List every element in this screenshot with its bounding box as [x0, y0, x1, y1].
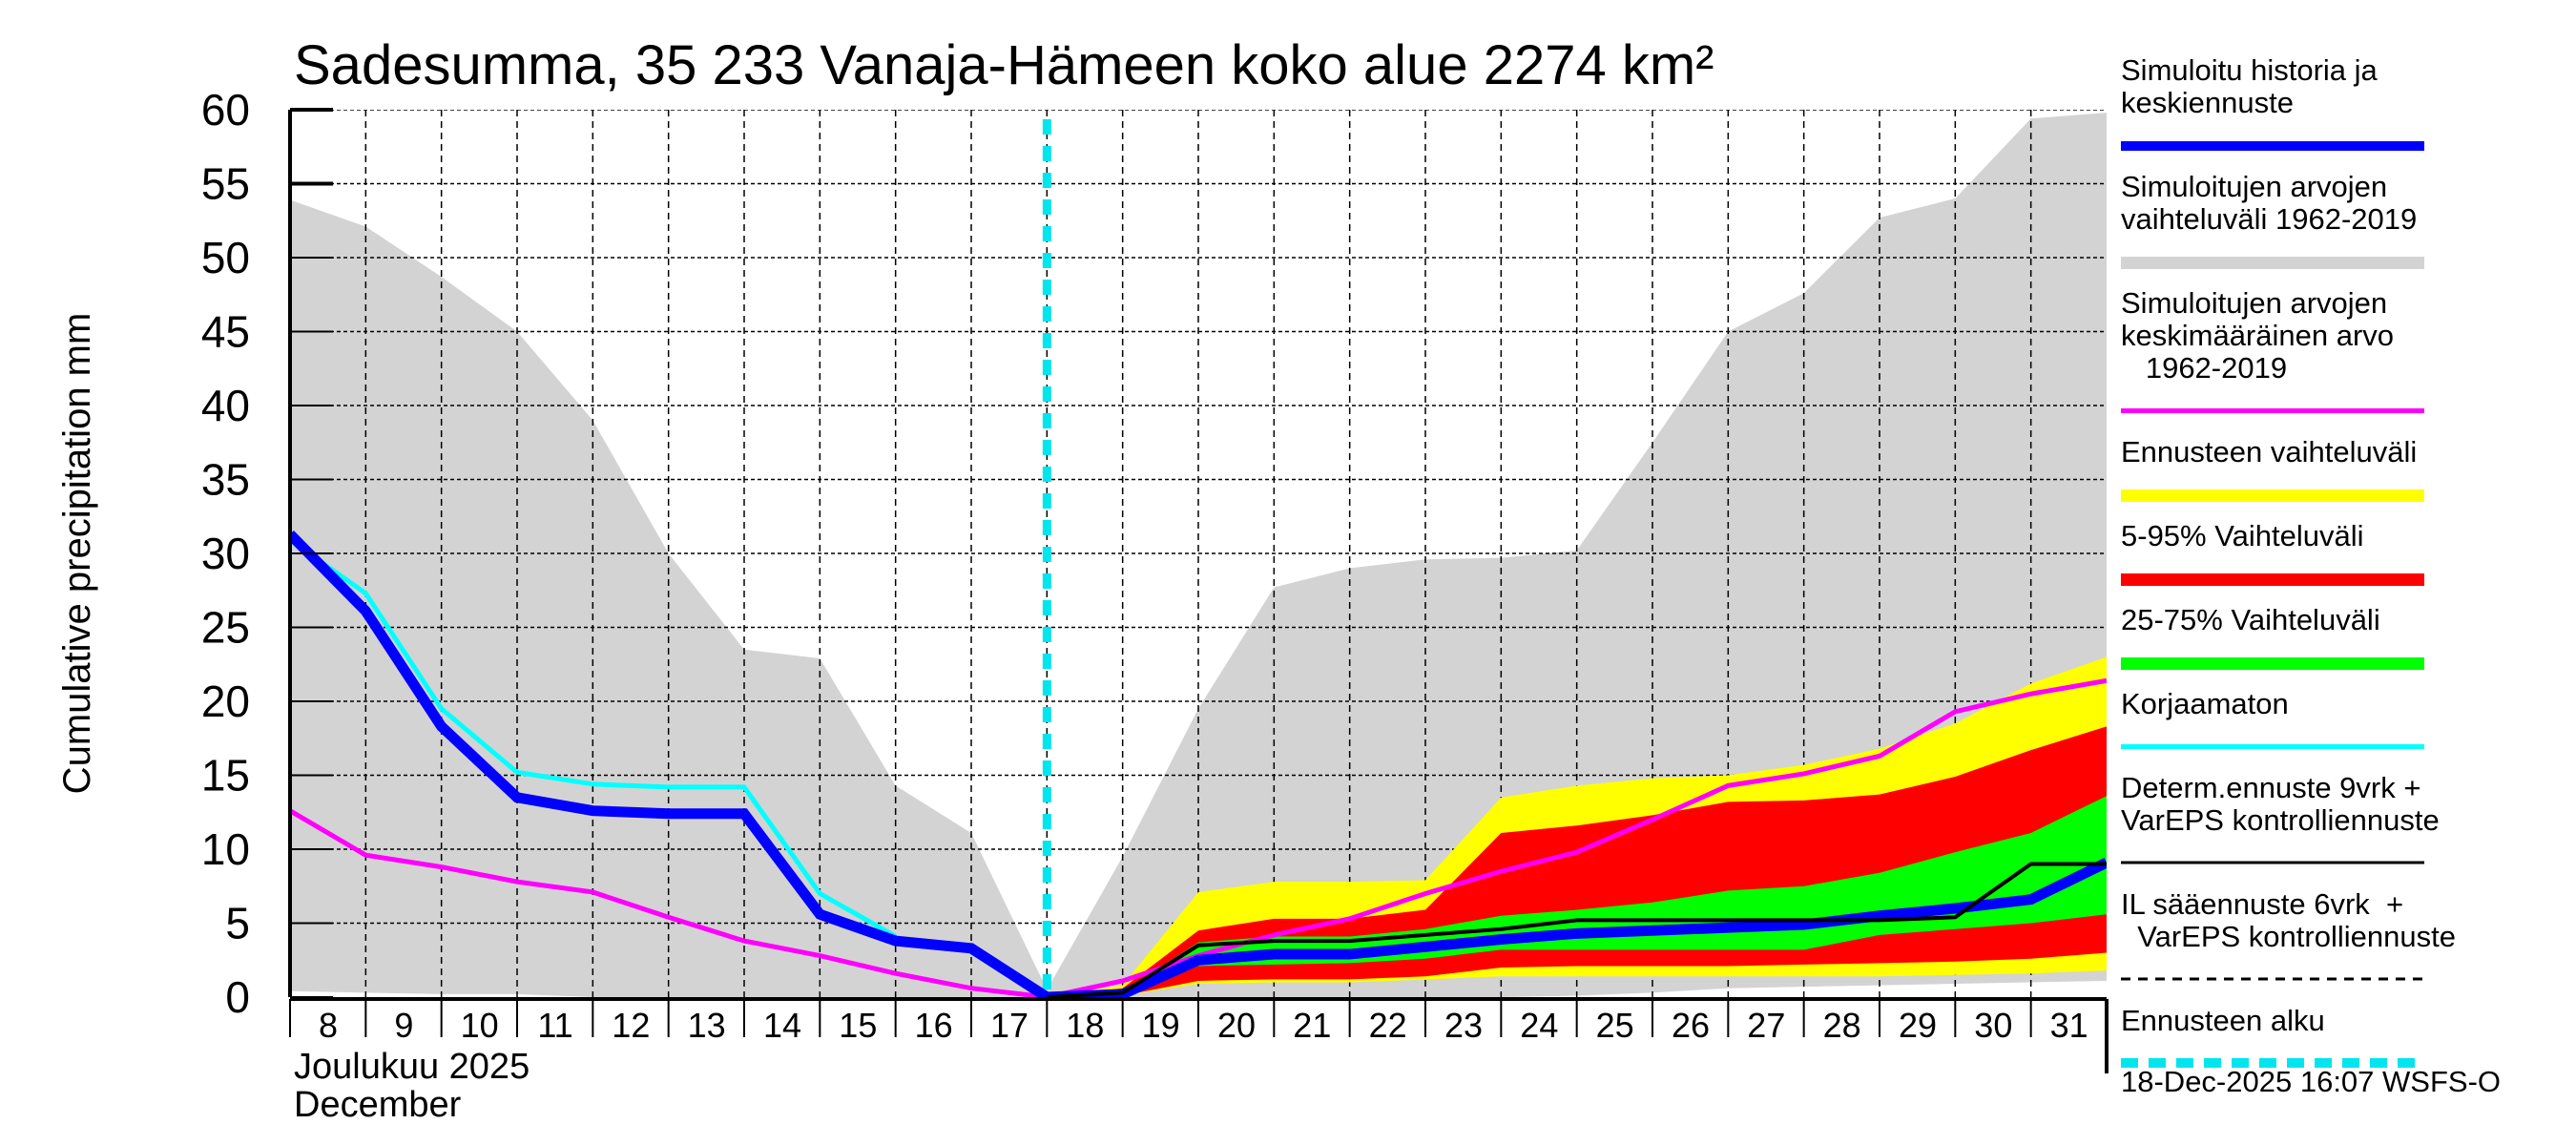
legend-label: keskiennuste [2121, 86, 2294, 119]
y-tick-label: 60 [201, 85, 250, 135]
legend-label: IL sääennuste 6vrk + [2121, 887, 2403, 921]
legend-label: Determ.ennuste 9vrk + [2121, 771, 2420, 804]
x-tick-label: 17 [990, 1006, 1028, 1045]
legend-label: 1962-2019 [2121, 351, 2287, 385]
y-tick-label: 55 [201, 159, 250, 209]
legend-label: Ennusteen vaihteluväli [2121, 435, 2417, 468]
y-tick-label: 30 [201, 529, 250, 578]
legend-label: Ennusteen alku [2121, 1004, 2325, 1037]
x-tick-label: 25 [1596, 1006, 1634, 1045]
legend-label: Simuloitujen arvojen [2121, 286, 2387, 320]
y-tick-label: 25 [201, 603, 250, 653]
x-tick-label: 18 [1066, 1006, 1104, 1045]
legend-label: keskimääräinen arvo [2121, 319, 2394, 352]
x-tick-label: 30 [1974, 1006, 2012, 1045]
x-axis-ticks: 8 9 10 11 12 13 14 15 16 17 18 19 20 21 22 23 24 25 26 27 28… [289, 999, 2088, 1045]
x-tick-label: 9 [394, 1006, 413, 1045]
chart-title: Sadesumma, 35 233 Vanaja-Hämeen koko alu… [294, 34, 1714, 96]
x-tick-label: 15 [839, 1006, 877, 1045]
y-tick-label: 15 [201, 751, 250, 801]
timestamp: 18-Dec-2025 16:07 WSFS-O [2121, 1065, 2501, 1098]
legend-swatch [2121, 489, 2424, 502]
y-tick-label: 0 [225, 972, 250, 1022]
p25-75-band [1047, 796, 2107, 997]
y-axis-ticks: 0 5 10 15 20 25 30 35 40 45 50 55 60 [201, 85, 333, 1022]
legend-swatch [2121, 657, 2424, 670]
legend-label: Simuloitu historia ja [2121, 53, 2379, 87]
x-tick-label: 19 [1142, 1006, 1180, 1045]
legend-label: Simuloitujen arvojen [2121, 170, 2387, 203]
x-tick-label: 27 [1747, 1006, 1785, 1045]
legend-label: vaihteluväli 1962-2019 [2121, 202, 2417, 236]
y-tick-label: 40 [201, 381, 250, 430]
x-tick-label: 29 [1899, 1006, 1937, 1045]
x-tick-label: 24 [1520, 1006, 1558, 1045]
legend-label: Korjaamaton [2121, 687, 2289, 720]
legend-swatch [2121, 141, 2424, 151]
x-axis-label-month: Joulukuu 2025 [294, 1047, 530, 1087]
y-tick-label: 35 [201, 455, 250, 505]
x-tick-label: 28 [1823, 1006, 1861, 1045]
y-tick-label: 10 [201, 824, 250, 874]
x-tick-label: 16 [915, 1006, 953, 1045]
x-tick-label: 26 [1672, 1006, 1710, 1045]
plot-area [288, 110, 2109, 1073]
x-tick-label: 22 [1369, 1006, 1407, 1045]
x-tick-label: 13 [688, 1006, 726, 1045]
y-tick-label: 45 [201, 307, 250, 357]
x-axis-label-english: December [294, 1085, 462, 1125]
y-axis-label: Cumulative precipitation mm [56, 313, 98, 795]
x-tick-label: 14 [763, 1006, 801, 1045]
x-tick-label: 21 [1293, 1006, 1331, 1045]
y-tick-label: 5 [225, 899, 250, 948]
x-tick-label: 8 [319, 1006, 338, 1045]
x-tick-label: 12 [612, 1006, 650, 1045]
legend-label: 5-95% Vaihteluväli [2121, 519, 2363, 552]
x-tick-label: 11 [537, 1006, 572, 1045]
x-tick-label: 31 [2050, 1006, 2088, 1045]
y-tick-label: 50 [201, 233, 250, 282]
x-tick-label: 23 [1444, 1006, 1483, 1045]
legend-label: VarEPS kontrolliennuste [2121, 920, 2456, 953]
x-tick-label: 10 [461, 1006, 499, 1045]
legend-swatch [2121, 744, 2424, 749]
legend-swatch [2121, 573, 2424, 586]
legend-swatch [2121, 257, 2424, 269]
plot-content [290, 110, 2107, 997]
legend-label: VarEPS kontrolliennuste [2121, 803, 2440, 837]
x-tick-label: 20 [1217, 1006, 1256, 1045]
legend-label: 25-75% Vaihteluväli [2121, 603, 2380, 636]
legend-swatch [2121, 408, 2424, 413]
y-tick-label: 20 [201, 677, 250, 726]
